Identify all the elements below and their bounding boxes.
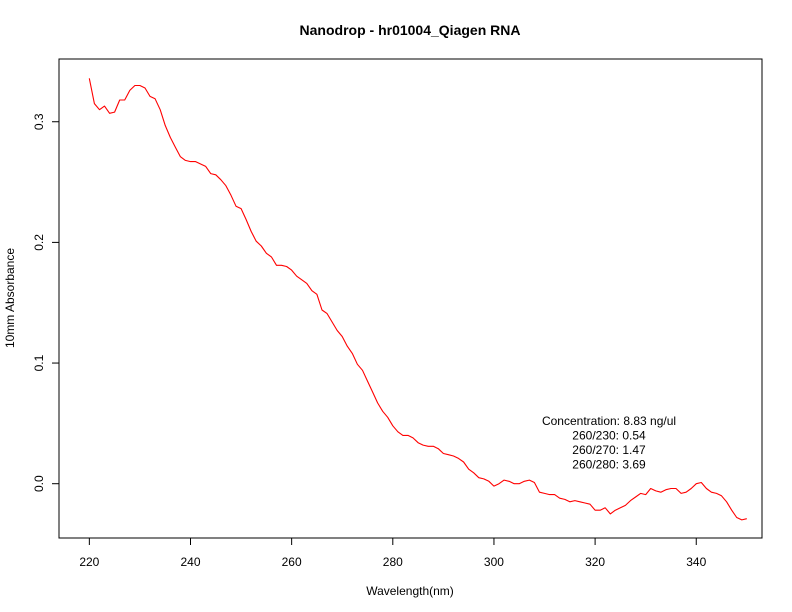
x-axis: 220 240 260 280 300 320 340 <box>79 537 707 569</box>
annotation-line: 260/270: 1.47 <box>572 443 646 457</box>
absorbance-series-line <box>88 78 747 521</box>
x-tick-label: 300 <box>484 555 504 569</box>
x-axis-label: Wavelength(nm) <box>366 584 454 598</box>
series-layer <box>88 78 747 521</box>
x-tick-label: 240 <box>180 555 200 569</box>
annotation-line: 260/280: 3.69 <box>572 458 646 472</box>
x-tick-label: 260 <box>282 555 302 569</box>
x-tick-label: 320 <box>585 555 605 569</box>
y-tick-label: 0.1 <box>32 354 46 371</box>
y-axis: 0.0 0.1 0.2 0.3 <box>32 113 60 492</box>
y-axis-label: 10mm Absorbance <box>3 248 17 348</box>
chart-title: Nanodrop - hr01004_Qiagen RNA <box>300 22 521 38</box>
plot-area-border <box>58 58 763 539</box>
x-tick-label: 220 <box>79 555 99 569</box>
y-tick-label: 0.2 <box>32 234 46 251</box>
x-tick-label: 340 <box>686 555 706 569</box>
y-tick-label: 0.3 <box>32 113 46 130</box>
annotation-line: Concentration: 8.83 ng/ul <box>542 414 676 428</box>
y-tick-label: 0.0 <box>32 475 46 492</box>
annotation-line: 260/230: 0.54 <box>572 429 646 443</box>
x-tick-label: 280 <box>383 555 403 569</box>
